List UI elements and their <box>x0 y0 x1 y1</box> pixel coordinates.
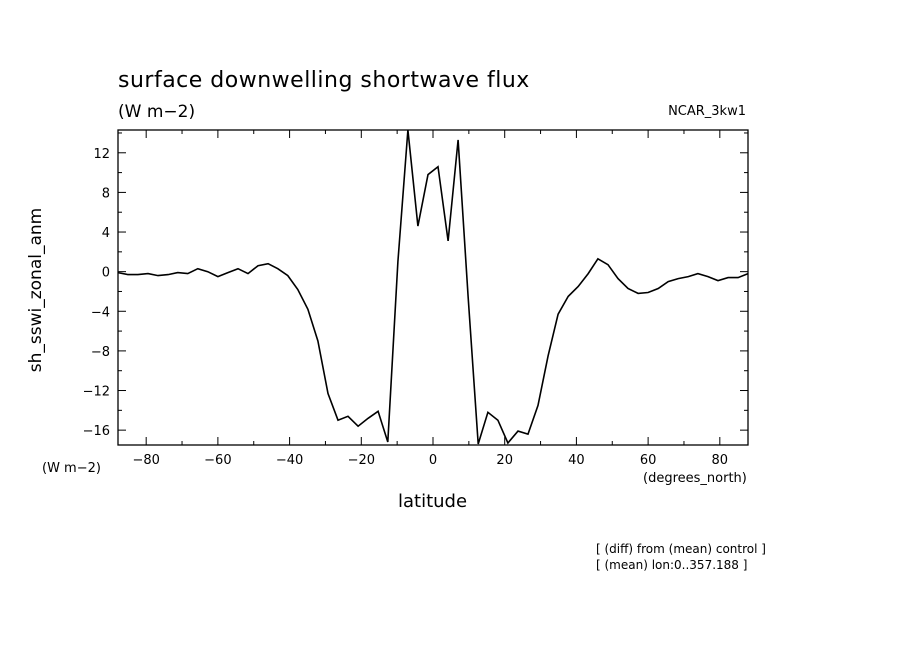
x-axis-units: (degrees_north) <box>643 471 747 486</box>
dataset-label: NCAR_3kw1 <box>668 104 746 119</box>
y-tick-label: −12 <box>83 385 110 400</box>
x-tick-label: 60 <box>640 453 657 468</box>
x-tick-label: 80 <box>712 453 729 468</box>
axis-ticks <box>118 130 748 445</box>
x-tick-label: 0 <box>429 453 437 468</box>
y-tick-label: −4 <box>91 305 110 320</box>
y-tick-label: 4 <box>102 226 110 241</box>
chart-title: surface downwelling shortwave flux <box>118 68 530 93</box>
x-tick-label: 20 <box>496 453 513 468</box>
x-tick-label: −20 <box>348 453 375 468</box>
data-line <box>117 129 749 445</box>
y-tick-label: 0 <box>102 266 110 281</box>
x-tick-label: −80 <box>132 453 159 468</box>
diff-note: [ (diff) from (mean) control ] <box>596 542 766 556</box>
x-tick-label: 40 <box>568 453 585 468</box>
x-tick-label: −60 <box>204 453 231 468</box>
y-tick-label: 12 <box>93 147 110 162</box>
y-tick-label: −16 <box>83 424 110 439</box>
y-tick-label: 8 <box>102 186 110 201</box>
x-axis-label: latitude <box>398 491 468 512</box>
mean-note: [ (mean) lon:0..357.188 ] <box>596 558 748 572</box>
plot-frame <box>117 129 749 446</box>
x-tick-label: −40 <box>276 453 303 468</box>
y-axis-units: (W m−2) <box>42 461 101 476</box>
chart-units-label: (W m−2) <box>118 102 196 122</box>
y-tick-label: −8 <box>91 345 110 360</box>
